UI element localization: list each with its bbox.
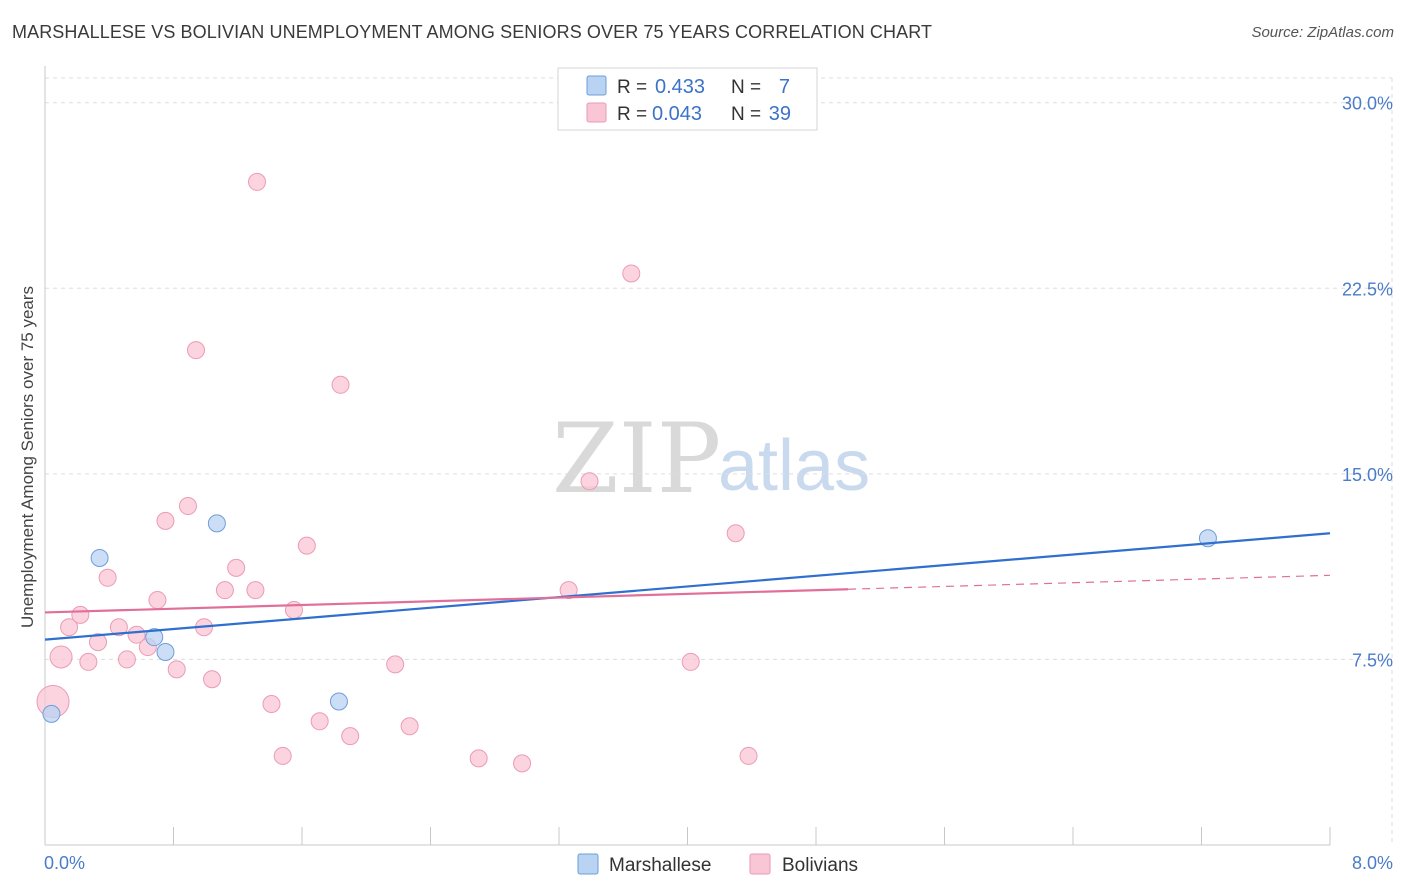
legend-r-value-marshallese: 0.433 — [655, 76, 705, 98]
legend-r-value-bolivians: 0.043 — [652, 103, 702, 125]
bottom-legend-swatch-marshallese — [577, 853, 599, 875]
point-bolivians — [167, 660, 186, 679]
point-bolivians — [400, 717, 419, 736]
bottom-legend-label-bolivians: Bolivians — [782, 855, 858, 876]
point-bolivians — [559, 581, 578, 600]
point-bolivians — [331, 375, 350, 394]
point-bolivians — [262, 694, 281, 713]
y-axis-label: Unemployment Among Seniors over 75 years — [18, 286, 37, 628]
point-bolivians — [622, 264, 641, 283]
legend-n-label-bolivians: N = — [731, 104, 761, 125]
bottom-legend-label-marshallese: Marshallese — [609, 855, 711, 876]
point-bolivians — [513, 754, 532, 773]
chart-title: MARSHALLESE VS BOLIVIAN UNEMPLOYMENT AMO… — [12, 22, 933, 42]
legend-swatch-bolivians — [586, 102, 607, 123]
point-marshallese — [145, 628, 164, 647]
point-bolivians — [60, 618, 79, 637]
point-bolivians — [386, 655, 405, 674]
point-bolivians — [203, 670, 222, 689]
point-bolivians — [248, 172, 267, 191]
point-bolivians — [681, 652, 700, 671]
point-bolivians — [79, 652, 98, 671]
trend-line-bolivians-extension — [848, 574, 1331, 590]
point-layer — [36, 172, 1217, 773]
point-bolivians — [310, 712, 329, 731]
point-marshallese — [42, 704, 61, 723]
bottom-legend-swatch-bolivians — [749, 853, 771, 875]
legend-n-value-marshallese: 7 — [779, 76, 790, 98]
legend-n-label-marshallese: N = — [731, 77, 761, 98]
legend-swatch-marshallese — [586, 75, 607, 96]
legend-r-label-marshallese: R = — [617, 77, 647, 98]
y-tick-label: 15.0% — [1342, 465, 1393, 485]
y-tick-label: 30.0% — [1342, 94, 1393, 114]
point-marshallese — [90, 548, 109, 567]
source-credit: Source: ZipAtlas.com — [1251, 24, 1394, 41]
point-bolivians — [215, 581, 234, 600]
point-bolivians — [156, 511, 175, 530]
point-bolivians — [726, 524, 745, 543]
point-bolivians — [98, 568, 117, 587]
point-marshallese — [329, 692, 348, 711]
point-marshallese — [156, 643, 175, 662]
point-bolivians — [341, 727, 360, 746]
top-legend: R = 0.433 N = 7 R = 0.043 N = 39 — [557, 67, 818, 131]
point-bolivians — [71, 605, 90, 624]
axis-layer: 7.5% 15.0% 22.5% 30.0% 0.0% 8.0% — [44, 66, 1393, 873]
point-bolivians — [297, 536, 316, 555]
point-bolivians — [469, 749, 488, 768]
point-bolivians — [49, 645, 73, 669]
y-tick-label: 22.5% — [1342, 279, 1393, 299]
point-bolivians — [109, 618, 128, 637]
point-bolivians — [186, 341, 205, 360]
point-bolivians — [89, 633, 108, 652]
legend-n-value-bolivians: 39 — [769, 103, 791, 125]
point-bolivians — [739, 746, 758, 765]
point-bolivians — [117, 650, 136, 669]
legend-r-label-bolivians: R = — [617, 104, 647, 125]
watermark-zip: ZIP — [552, 403, 721, 515]
point-bolivians — [178, 497, 197, 516]
point-marshallese — [207, 514, 226, 533]
point-bolivians — [227, 558, 246, 577]
point-bolivians — [148, 591, 167, 610]
point-bolivians — [273, 746, 292, 765]
x-tick-label-start: 0.0% — [44, 853, 85, 873]
trend-line-marshallese — [44, 532, 1331, 641]
trend-layer — [44, 532, 1331, 641]
bottom-legend: Marshallese Bolivians — [577, 853, 858, 876]
trend-line-bolivians — [44, 588, 849, 614]
point-bolivians — [246, 581, 265, 600]
point-bolivians — [580, 472, 599, 491]
watermark-atlas: atlas — [718, 426, 870, 506]
y-tick-label: 7.5% — [1352, 650, 1393, 670]
point-bolivians — [127, 625, 146, 644]
x-tick-label-end: 8.0% — [1352, 853, 1393, 873]
